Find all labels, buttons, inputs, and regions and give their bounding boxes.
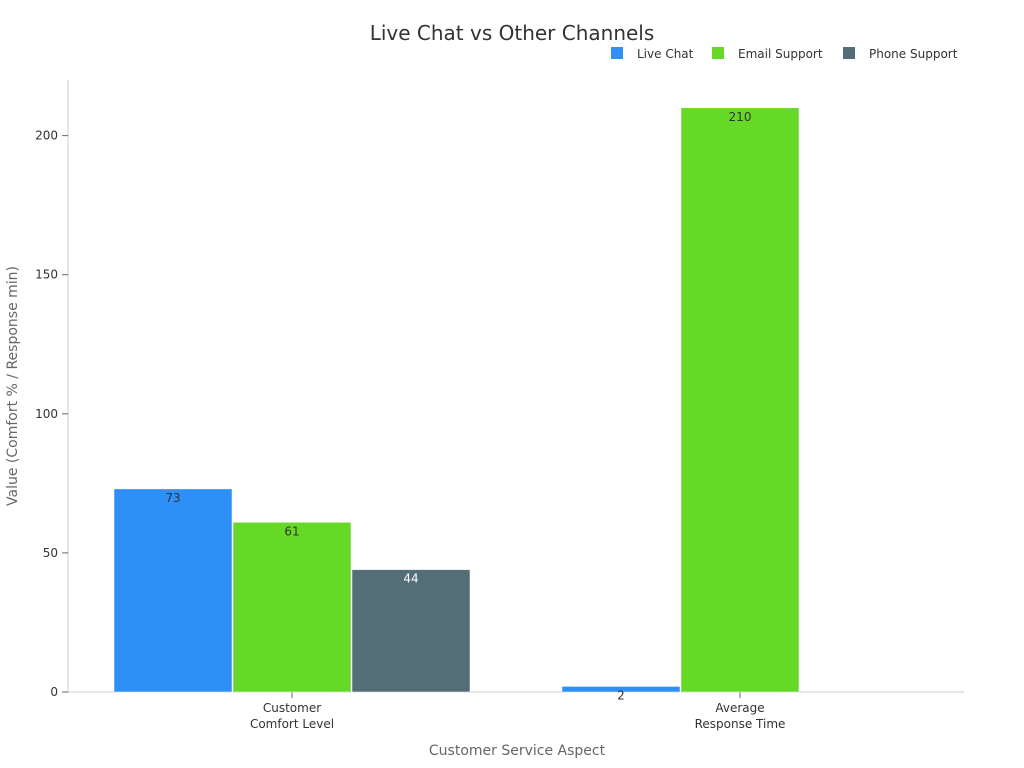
bar-live-chat (113, 488, 233, 693)
bars (113, 107, 800, 693)
bar-phone-support (351, 569, 471, 693)
bar-value-label: 73 (165, 491, 180, 505)
legend-label: Email Support (738, 47, 823, 61)
x-tick-label: Response Time (695, 717, 786, 731)
x-tick-label: Average (715, 701, 764, 715)
bar-value-label: 44 (403, 572, 418, 586)
y-tick-label: 0 (50, 685, 58, 699)
bar-email-support (232, 522, 352, 693)
y-axis-label: Value (Comfort % / Response min) (5, 266, 21, 506)
y-tick-label: 200 (35, 129, 58, 143)
bar-value-label: 210 (729, 110, 752, 124)
y-tick-label: 100 (35, 407, 58, 421)
x-axis-label: Customer Service Aspect (429, 743, 606, 759)
legend-swatch (611, 47, 623, 59)
x-tick-label: Customer (263, 701, 321, 715)
legend-swatch (843, 47, 855, 59)
legend-label: Phone Support (869, 47, 958, 61)
legend: Live Chat Email Support Phone Support (611, 47, 958, 61)
y-axis: 0 50 100 150 200 (35, 80, 69, 699)
x-axis: Customer Comfort Level Average Response Tim… (68, 691, 964, 731)
bar-email-support (680, 107, 800, 693)
legend-swatch (712, 47, 724, 59)
bar-value-label: 61 (284, 524, 299, 538)
bar-value-label: 2 (617, 688, 625, 702)
y-tick-label: 50 (43, 546, 58, 560)
x-tick-label: Comfort Level (250, 717, 334, 731)
bar-labels: 73 61 44 2 210 (165, 110, 751, 703)
legend-label: Live Chat (637, 47, 694, 61)
chart-title: Live Chat vs Other Channels (370, 21, 655, 45)
bar-live-chat (561, 686, 681, 693)
y-tick-label: 150 (35, 268, 58, 282)
